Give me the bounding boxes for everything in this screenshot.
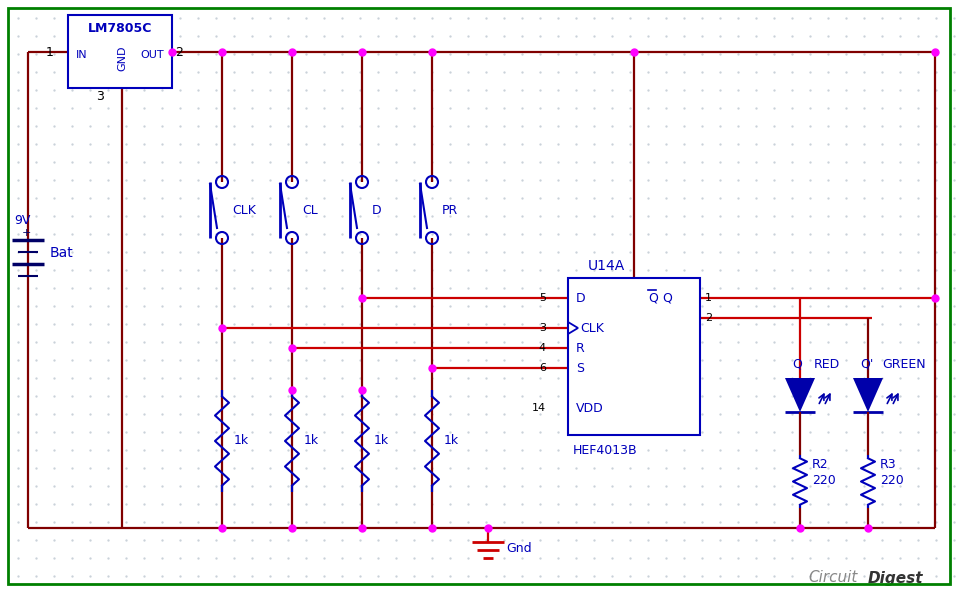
Text: R2: R2 <box>812 458 829 471</box>
Text: R: R <box>576 342 584 355</box>
Text: 1k: 1k <box>304 435 319 448</box>
Text: 2: 2 <box>705 313 712 323</box>
Text: 1k: 1k <box>374 435 389 448</box>
Text: 220: 220 <box>812 474 835 487</box>
Text: LM7805C: LM7805C <box>88 22 152 36</box>
Bar <box>68 15 172 88</box>
Polygon shape <box>853 378 883 412</box>
Text: IN: IN <box>76 50 87 60</box>
Text: Q: Q <box>648 291 658 304</box>
Text: Bat: Bat <box>50 246 74 260</box>
Text: RED: RED <box>814 358 840 371</box>
Text: Digest: Digest <box>868 571 924 585</box>
Text: 4: 4 <box>538 343 546 353</box>
Text: CLK: CLK <box>580 321 604 334</box>
Text: 3: 3 <box>96 89 103 102</box>
Text: 220: 220 <box>880 474 903 487</box>
Text: 1: 1 <box>705 293 712 303</box>
Text: HEF4013B: HEF4013B <box>573 443 638 456</box>
Text: S: S <box>576 362 584 375</box>
Text: 6: 6 <box>539 363 546 373</box>
Text: VDD: VDD <box>576 401 604 414</box>
Text: 14: 14 <box>532 403 546 413</box>
Text: D: D <box>576 291 585 304</box>
Text: 2: 2 <box>175 46 183 59</box>
Text: -: - <box>24 271 28 281</box>
Text: CL: CL <box>302 204 318 217</box>
Text: 9V: 9V <box>14 214 31 227</box>
Text: 1k: 1k <box>444 435 459 448</box>
Text: +: + <box>21 228 31 238</box>
Text: 1k: 1k <box>234 435 249 448</box>
Text: Circuit: Circuit <box>808 571 857 585</box>
Text: 1: 1 <box>46 46 54 59</box>
Text: OUT: OUT <box>140 50 164 60</box>
Text: 3: 3 <box>539 323 546 333</box>
Text: 5: 5 <box>539 293 546 303</box>
Text: Q: Q <box>662 291 672 304</box>
Text: U14A: U14A <box>588 259 626 273</box>
Bar <box>568 278 700 435</box>
Text: GND: GND <box>117 45 127 71</box>
Text: Gnd: Gnd <box>506 542 532 555</box>
Text: R3: R3 <box>880 458 897 471</box>
Text: GREEN: GREEN <box>882 358 925 371</box>
Text: Q: Q <box>792 358 802 371</box>
Text: Q': Q' <box>860 358 874 371</box>
Text: CLK: CLK <box>232 204 256 217</box>
Text: D: D <box>372 204 381 217</box>
Polygon shape <box>785 378 815 412</box>
Text: PR: PR <box>442 204 458 217</box>
